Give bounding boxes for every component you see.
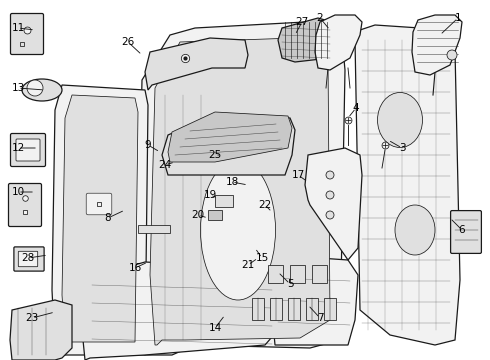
Bar bbox=[252, 298, 264, 320]
Polygon shape bbox=[62, 95, 138, 342]
Text: 19: 19 bbox=[203, 190, 217, 200]
Polygon shape bbox=[145, 38, 248, 90]
Text: 10: 10 bbox=[11, 187, 24, 197]
Bar bbox=[312, 265, 327, 283]
Text: 6: 6 bbox=[459, 225, 466, 235]
Bar bbox=[324, 298, 336, 320]
Ellipse shape bbox=[22, 79, 62, 101]
Text: 17: 17 bbox=[292, 170, 305, 180]
Bar bbox=[290, 265, 305, 283]
FancyBboxPatch shape bbox=[10, 13, 44, 54]
FancyBboxPatch shape bbox=[16, 139, 40, 161]
Bar bbox=[268, 265, 283, 283]
Ellipse shape bbox=[27, 80, 43, 96]
Text: 26: 26 bbox=[122, 37, 135, 47]
Text: 25: 25 bbox=[208, 150, 221, 160]
Bar bbox=[270, 298, 282, 320]
Text: 3: 3 bbox=[399, 143, 405, 153]
Bar bbox=[306, 298, 318, 320]
Text: 12: 12 bbox=[11, 143, 24, 153]
Text: 16: 16 bbox=[128, 263, 142, 273]
Text: 28: 28 bbox=[22, 253, 35, 263]
Ellipse shape bbox=[200, 160, 275, 300]
Text: 27: 27 bbox=[295, 17, 309, 27]
Text: 1: 1 bbox=[455, 13, 461, 23]
Circle shape bbox=[447, 50, 457, 60]
Polygon shape bbox=[138, 22, 345, 355]
Polygon shape bbox=[305, 148, 362, 260]
Text: 4: 4 bbox=[353, 103, 359, 113]
FancyBboxPatch shape bbox=[14, 247, 44, 271]
Text: 5: 5 bbox=[287, 279, 294, 289]
Text: 2: 2 bbox=[317, 13, 323, 23]
FancyBboxPatch shape bbox=[451, 211, 481, 253]
Text: 21: 21 bbox=[242, 260, 255, 270]
Ellipse shape bbox=[377, 93, 422, 148]
Polygon shape bbox=[278, 18, 335, 62]
Text: 15: 15 bbox=[255, 253, 269, 263]
Text: 14: 14 bbox=[208, 323, 221, 333]
FancyBboxPatch shape bbox=[8, 184, 42, 226]
FancyBboxPatch shape bbox=[10, 134, 46, 166]
Polygon shape bbox=[412, 15, 462, 75]
Text: 18: 18 bbox=[225, 177, 239, 187]
Text: 13: 13 bbox=[11, 83, 24, 93]
Ellipse shape bbox=[395, 205, 435, 255]
Text: 23: 23 bbox=[25, 313, 39, 323]
Text: 9: 9 bbox=[145, 140, 151, 150]
Bar bbox=[138, 225, 170, 233]
Polygon shape bbox=[10, 300, 72, 360]
Text: 11: 11 bbox=[11, 23, 24, 33]
Circle shape bbox=[326, 211, 334, 219]
Bar bbox=[288, 298, 300, 320]
Polygon shape bbox=[168, 112, 292, 162]
Polygon shape bbox=[162, 115, 295, 175]
Circle shape bbox=[326, 191, 334, 199]
Text: 7: 7 bbox=[317, 313, 323, 323]
Polygon shape bbox=[150, 38, 330, 345]
FancyBboxPatch shape bbox=[86, 193, 112, 215]
Text: 24: 24 bbox=[158, 160, 172, 170]
Bar bbox=[208, 210, 222, 220]
Polygon shape bbox=[265, 255, 358, 345]
Bar bbox=[215, 195, 233, 207]
Text: 8: 8 bbox=[105, 213, 111, 223]
Text: 20: 20 bbox=[192, 210, 204, 220]
FancyBboxPatch shape bbox=[18, 251, 38, 267]
Polygon shape bbox=[315, 15, 362, 70]
Circle shape bbox=[326, 171, 334, 179]
Polygon shape bbox=[52, 85, 148, 355]
Text: 22: 22 bbox=[258, 200, 271, 210]
Polygon shape bbox=[355, 25, 460, 345]
Polygon shape bbox=[82, 262, 282, 360]
